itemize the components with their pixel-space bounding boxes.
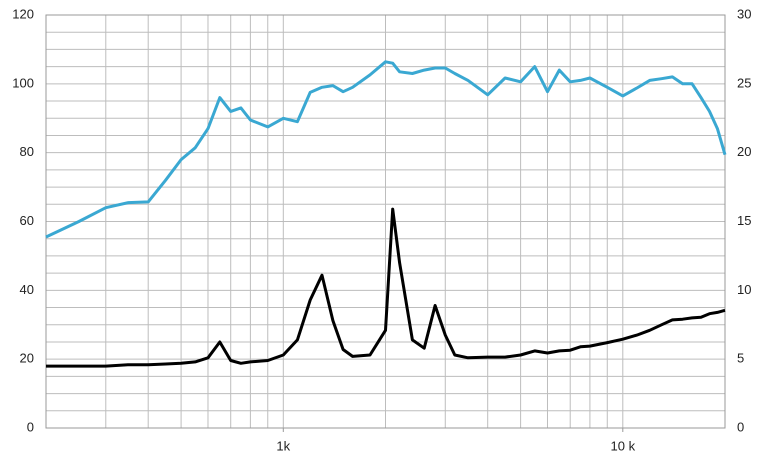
plot-frame — [45, 14, 726, 429]
y-tick-label: 0 — [27, 419, 34, 434]
y2-tick-label: 25 — [737, 75, 751, 90]
y-tick-label: 40 — [20, 282, 34, 297]
series-line — [46, 207, 726, 368]
y-tick-label: 120 — [12, 6, 34, 21]
x-tick-label: 1k — [276, 438, 290, 453]
y2-tick-label: 5 — [737, 351, 744, 366]
y2-tick-label: 20 — [737, 144, 751, 159]
y-tick-label: 100 — [12, 75, 34, 90]
x-tick-label: 10 k — [611, 438, 636, 453]
y2-tick-label: 10 — [737, 282, 751, 297]
y-tick-label: 60 — [20, 213, 34, 228]
series-line — [45, 60, 727, 239]
y2-tick-label: 15 — [737, 213, 751, 228]
y2-tick-label: 0 — [737, 419, 744, 434]
y2-tick-label: 30 — [737, 6, 751, 21]
y-tick-label: 80 — [20, 144, 34, 159]
y-tick-label: 20 — [20, 351, 34, 366]
